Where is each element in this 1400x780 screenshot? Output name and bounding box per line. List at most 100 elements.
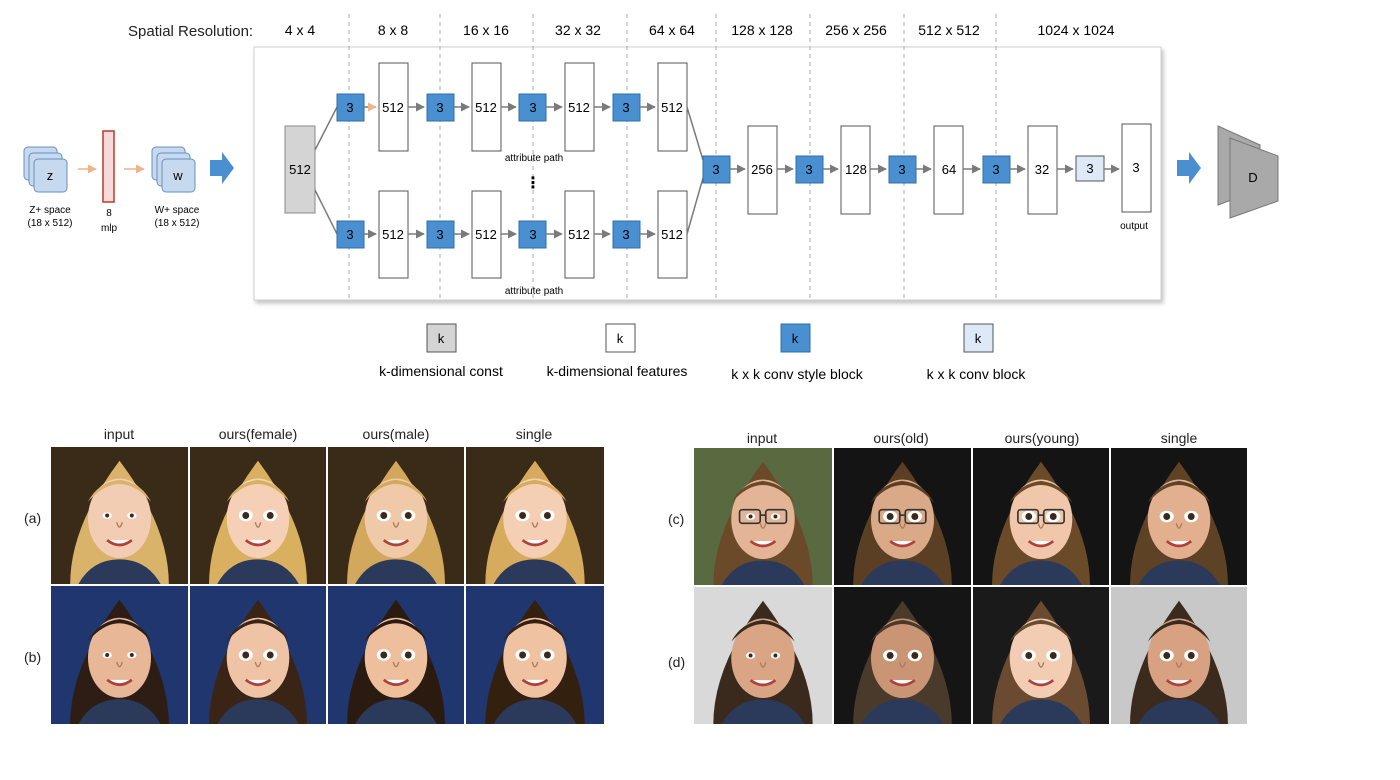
photo-d-single [1111,587,1247,724]
svg-text:3: 3 [898,162,905,177]
z-space-label: Z+ space [29,205,71,216]
feature-block [378,190,409,279]
photo-b-female [190,586,326,724]
svg-text:512: 512 [661,227,683,242]
left-col-male: ours(male) [362,426,430,442]
legend: k k-dimensional const k k-dimensional fe… [379,323,1026,382]
feature-block [471,62,502,152]
legend-conv-swatch [963,323,994,353]
bottom-attribute-path: 3 512 3 512 3 512 3 512 [336,190,688,279]
right-col-input: input [746,430,778,446]
svg-text:k: k [792,331,799,346]
style-block [518,220,547,249]
style-block [982,155,1011,184]
output-label: output [1120,221,1148,232]
feature-block [1027,125,1058,215]
w-space-stack: w [151,146,196,193]
style-block [426,220,455,249]
discriminator-label: D [1248,170,1257,185]
res-label-32: 32 x 32 [555,22,601,38]
svg-text:3: 3 [1086,161,1093,176]
attribute-path-label-bottom: attribute path [505,286,563,297]
style-block [336,93,365,122]
svg-text:512: 512 [475,100,497,115]
left-col-female: ours(female) [218,426,298,442]
feature-block [378,62,409,152]
photo-a-single [466,447,604,584]
feature-block [564,62,595,152]
photo-b-single [466,586,604,724]
svg-text:3: 3 [805,162,812,177]
w-label: w [172,168,183,183]
row-label-d: (d) [668,654,686,670]
svg-text:3: 3 [529,100,536,115]
res-label-16: 16 x 16 [463,22,509,38]
w-space-dims: (18 x 512) [154,218,199,229]
conv-block [1075,155,1105,182]
res-label-256: 256 x 256 [825,22,887,38]
photo-a-input [51,447,188,584]
left-col-input: input [103,426,135,442]
resolution-labels: 4 x 4 8 x 8 16 x 16 32 x 32 64 x 64 128 … [285,22,1115,38]
branch-bottom-line [314,189,338,235]
style-block [612,93,641,122]
feature-block [933,125,964,215]
branch-top-line [314,106,338,151]
svg-text:256: 256 [751,162,773,177]
svg-text:3: 3 [346,100,353,115]
legend-const-label: k-dimensional const [379,363,503,379]
photo-c-old [834,448,971,585]
style-block [795,155,824,184]
const-block [284,125,316,214]
legend-const-swatch [426,323,457,353]
feature-block [657,190,688,279]
photo-a-female [190,447,326,584]
res-label-4: 4 x 4 [285,22,316,38]
photo-d-input [694,587,832,724]
svg-text:k: k [617,331,624,346]
merge-bottom-line [686,177,704,235]
row-label-c: (c) [668,511,685,527]
z-space-dims: (18 x 512) [27,218,72,229]
mlp-label: mlp [101,223,118,234]
svg-text:512: 512 [382,100,404,115]
spatial-resolution-label: Spatial Resolution: [128,23,253,40]
merged-path: 3 256 3 128 3 64 3 32 3 3 [702,123,1152,215]
photo-d-old [834,587,971,724]
photo-b-male [328,586,464,724]
left-col-single: single [515,426,553,442]
svg-text:512: 512 [475,227,497,242]
legend-style-label: k x k conv style block [731,366,863,382]
feature-block [747,125,778,215]
svg-text:32: 32 [1035,162,1049,177]
style-block [518,93,547,122]
svg-text:3: 3 [992,162,999,177]
photo-b-input [51,586,188,724]
res-label-8: 8 x 8 [378,22,409,38]
svg-text:3: 3 [436,100,443,115]
output-arrow [1177,152,1201,184]
res-label-64: 64 x 64 [649,22,695,38]
z-label: z [47,168,54,183]
svg-text:64: 64 [942,162,956,177]
output-block [1121,123,1152,213]
style-block [612,220,641,249]
const-value: 512 [289,162,311,177]
svg-text:3: 3 [436,227,443,242]
photo-d-young [973,587,1109,724]
svg-text:3: 3 [712,162,719,177]
right-col-old: ours(old) [873,430,929,446]
feature-block [657,62,688,152]
svg-text:k: k [438,331,445,346]
svg-text:3: 3 [346,227,353,242]
style-block [702,155,731,184]
res-label-512: 512 x 512 [918,22,980,38]
input-block-arrow [210,152,234,184]
right-col-young: ours(young) [1004,430,1080,446]
res-label-1024: 1024 x 1024 [1037,22,1114,38]
mlp-count: 8 [106,208,112,219]
feature-block [840,125,871,215]
w-space-label: W+ space [155,205,200,216]
svg-text:512: 512 [661,100,683,115]
svg-text:3: 3 [622,227,629,242]
